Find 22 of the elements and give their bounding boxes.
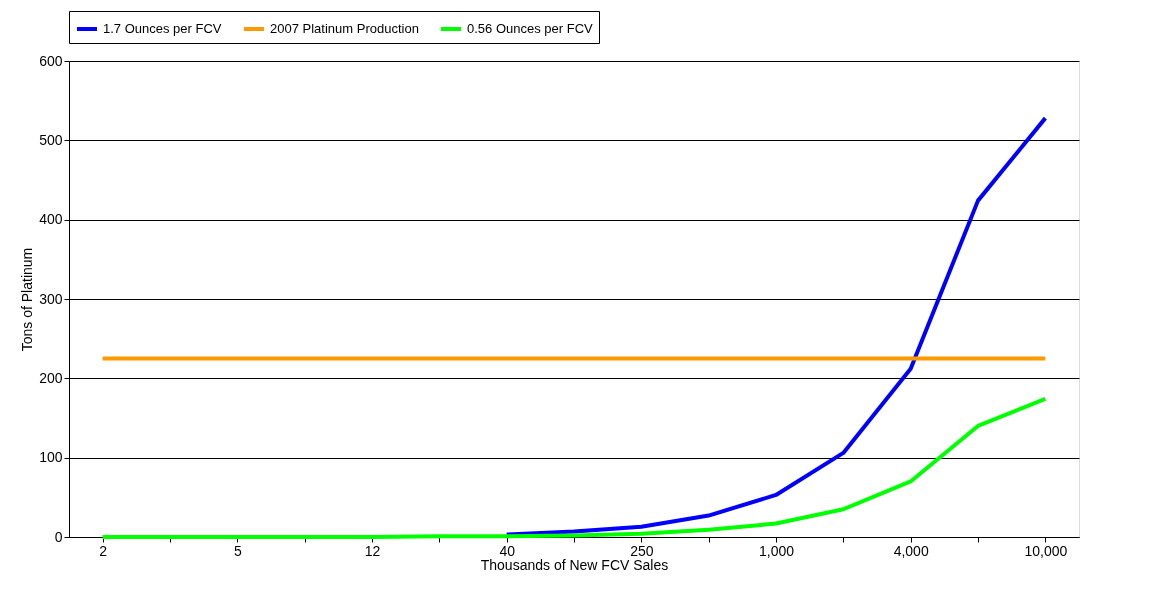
legend-label: 2007 Platinum Production (270, 21, 419, 36)
y-tick-label: 200 (39, 369, 63, 386)
x-tick-label: 4,000 (893, 542, 929, 559)
x-axis-title: Thousands of New FCV Sales (480, 556, 669, 573)
x-tick-label: 2 (99, 542, 108, 559)
y-tick-label: 600 (39, 52, 63, 69)
x-tick-label: 10,000 (1024, 542, 1068, 559)
y-axis-title: Tons of Platinum (19, 247, 36, 352)
legend-label: 0.56 Ounces per FCV (467, 21, 594, 36)
x-tick-label: 12 (364, 542, 381, 559)
line-series (100, 396, 1048, 539)
y-tick-label: 400 (39, 211, 63, 228)
y-tick-label: 100 (39, 449, 63, 466)
x-tick-label: 1,000 (758, 542, 795, 559)
y-tick-label: 300 (39, 290, 63, 307)
x-tick-label: 5 (233, 542, 242, 559)
x-tick-label: 250 (630, 542, 654, 559)
line-series (504, 116, 1048, 537)
legend-label: 1.7 Ounces per FCV (103, 21, 222, 36)
y-tick-label: 500 (39, 131, 63, 148)
x-tick-label: 40 (499, 542, 516, 559)
y-tick-label: 0 (54, 528, 63, 545)
